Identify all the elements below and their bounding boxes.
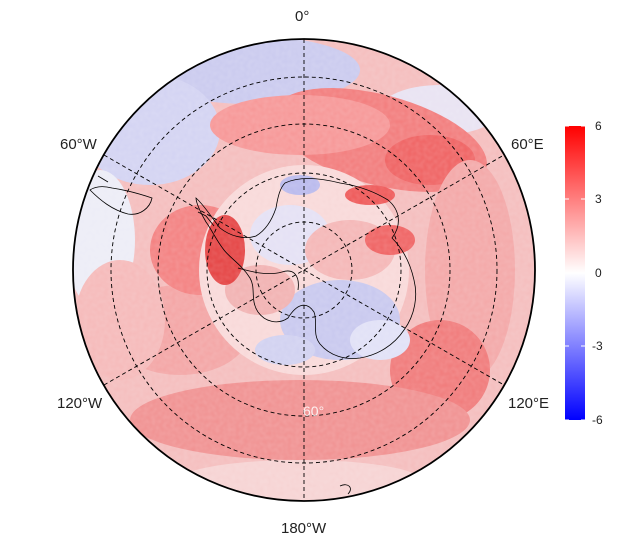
colorbar-ticks xyxy=(565,125,585,421)
colorbar xyxy=(565,126,585,420)
label-lon-0: 0° xyxy=(295,8,310,25)
label-lon-120e: 120°E xyxy=(508,395,550,412)
map-boundary xyxy=(72,38,536,502)
colorbar-label-6: 6 xyxy=(595,119,602,133)
colorbar-label-3: 3 xyxy=(595,192,602,206)
anomaly-field xyxy=(73,39,535,501)
label-lon-60e: 60°E xyxy=(511,136,544,153)
label-lon-60w: 60°W xyxy=(60,136,97,153)
coastlines xyxy=(89,175,417,495)
colorbar-label-neg3: -3 xyxy=(592,339,603,353)
longitude-gridlines xyxy=(103,39,505,501)
colorbar-label-neg6: -6 xyxy=(592,413,603,427)
label-lon-120w: 120°W xyxy=(57,395,103,412)
label-lat-60: 60° xyxy=(303,403,325,419)
label-lon-180w: 180°W xyxy=(281,520,327,537)
colorbar-label-0: 0 xyxy=(595,266,602,280)
